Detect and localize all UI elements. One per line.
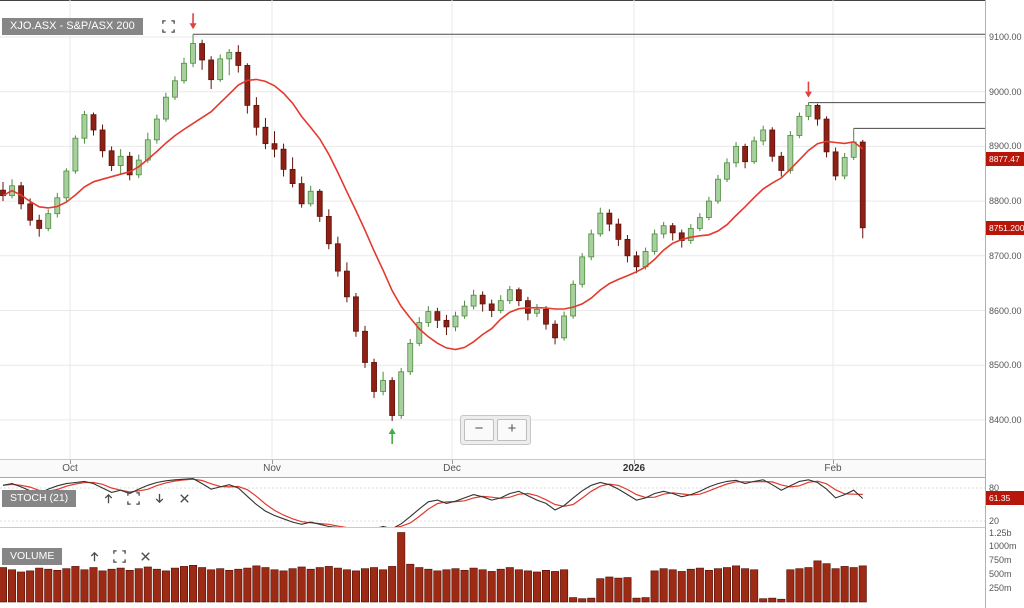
volume-axis-label: 1.25b	[989, 527, 1012, 538]
volume-axis-label: 750m	[989, 555, 1012, 566]
time-axis-tick	[634, 460, 635, 464]
time-axis-label: Nov	[263, 463, 281, 474]
move-up-icon[interactable]	[101, 491, 116, 506]
time-axis-tick	[272, 460, 273, 464]
volume-title-badge: VOLUME	[2, 548, 63, 565]
panel-divider	[0, 459, 985, 460]
stoch-axis-label: 20	[989, 516, 1000, 526]
volume-axis-label: 1000m	[989, 541, 1017, 552]
stoch-k-line	[2, 478, 864, 528]
gridlines	[0, 0, 985, 459]
price-axis-label: 9100.00	[989, 32, 1022, 42]
time-axis-label: Dec	[443, 463, 461, 474]
price-axis[interactable]: 9100.00 9000.00 8900.00 8800.00 8700.00 8600.…	[985, 0, 1024, 608]
time-axis-tick	[833, 460, 834, 464]
price-axis-label: 8900.00	[989, 141, 1022, 152]
ma-line	[2, 78, 864, 351]
price-axis-label: 9000.00	[989, 86, 1022, 97]
fullscreen-icon[interactable]	[112, 549, 127, 564]
level-lines	[193, 33, 985, 129]
move-down-icon[interactable]	[152, 491, 167, 506]
price-axis-label: 8500.00	[989, 360, 1022, 371]
price-chart-panel[interactable]	[0, 0, 985, 459]
close-icon[interactable]	[138, 549, 153, 564]
chart-top-border	[0, 0, 985, 1]
stoch-d-line	[2, 478, 863, 528]
price-axis-label: 8700.00	[989, 250, 1022, 261]
fullscreen-icon[interactable]	[126, 491, 141, 506]
volume-axis-label: 250m	[989, 583, 1012, 594]
zoom-out-button[interactable]: −	[464, 419, 494, 441]
symbol-title-badge: XJO.ASX - S&P/ASX 200	[2, 18, 143, 35]
time-axis-label: Feb	[824, 463, 842, 474]
time-axis-tick	[70, 460, 71, 464]
time-axis-label: Oct	[62, 463, 78, 474]
volume-axis-label: 500m	[989, 569, 1012, 580]
zoom-in-button[interactable]: +	[497, 419, 527, 441]
stoch-badge: 61.35	[986, 491, 1024, 506]
move-up-icon[interactable]	[87, 549, 102, 564]
price-chart-canvas	[0, 0, 985, 459]
fullscreen-icon[interactable]	[161, 19, 176, 34]
stoch-title-badge: STOCH (21)	[2, 490, 77, 507]
stoch-axis-label: 80	[989, 483, 1000, 493]
volume-bars	[0, 532, 867, 603]
candles	[0, 34, 866, 421]
panel-divider	[0, 477, 985, 478]
time-axis-tick	[452, 460, 453, 464]
stoch-canvas	[0, 478, 985, 528]
zoom-controls: − +	[460, 415, 531, 445]
time-axis-label: 2026	[622, 463, 646, 474]
price-badge: 8877.47	[986, 151, 1024, 166]
time-axis[interactable]: Oct Nov Dec 2026 Feb	[0, 460, 985, 477]
panel-divider	[0, 527, 985, 528]
signal-arrows	[189, 13, 812, 444]
close-icon[interactable]	[177, 491, 192, 506]
price-axis-label: 8400.00	[989, 414, 1022, 425]
price-badge: 8751.200	[986, 220, 1024, 235]
price-axis-label: 8800.00	[989, 196, 1022, 207]
price-axis-label: 8600.00	[989, 305, 1022, 316]
volume-canvas	[0, 532, 867, 603]
